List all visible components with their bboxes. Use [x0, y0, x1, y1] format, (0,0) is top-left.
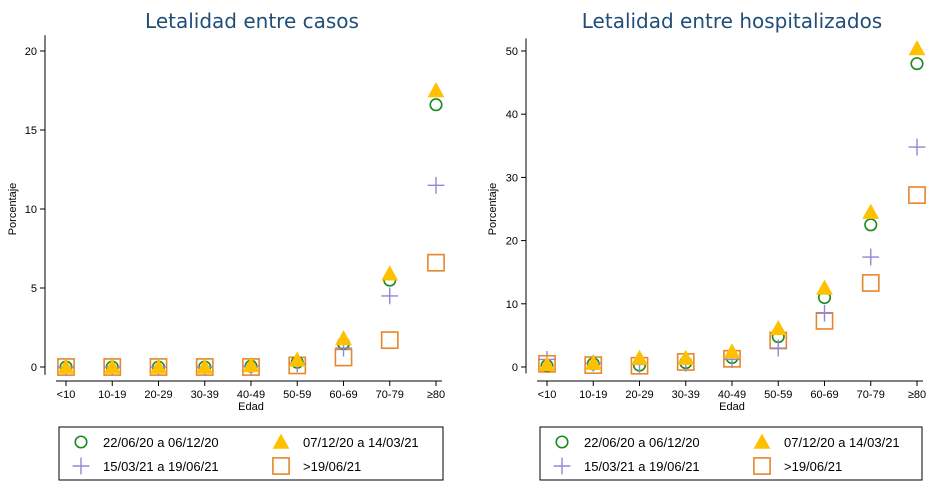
data-point	[538, 356, 556, 372]
x-tick-label: 40-49	[718, 389, 746, 401]
chart-title: Letalidad entre casos	[145, 9, 359, 33]
data-point	[769, 339, 787, 357]
x-tick-label: 60-69	[810, 389, 838, 401]
data-point	[631, 349, 648, 365]
x-tick-label: 70-79	[857, 389, 885, 401]
data-point	[196, 358, 214, 374]
x-tick-label: 10-19	[579, 389, 607, 401]
data-point	[381, 287, 399, 305]
y-tick-label: 10	[506, 299, 518, 311]
y-tick-label: 15	[25, 125, 37, 137]
x-tick-label: 10-19	[98, 389, 126, 401]
y-tick-label: 50	[506, 46, 518, 58]
data-point	[584, 354, 602, 370]
data-point	[288, 351, 306, 367]
data-point	[862, 203, 880, 219]
legend: 22/06/20 a 06/12/20 07/12/20 a 14/03/21 15…	[539, 426, 923, 481]
x-tick-label: ≥80	[908, 389, 926, 401]
x-tick-label: 30-39	[191, 389, 219, 401]
legend-label: 22/06/20 a 06/12/20	[584, 435, 700, 450]
data-point	[427, 176, 445, 194]
series-triangle	[57, 82, 445, 374]
data-point	[908, 186, 926, 204]
data-point	[103, 358, 121, 374]
x-tick-label: 60-69	[329, 389, 357, 401]
chart-title: Letalidad entre hospitalizados	[582, 9, 882, 33]
data-point	[769, 320, 787, 336]
legend-marker	[753, 457, 771, 475]
legend-box	[58, 426, 444, 481]
data-point	[723, 343, 741, 359]
data-point	[816, 279, 833, 295]
data-point	[381, 265, 399, 281]
legend-label: 07/12/20 a 14/03/21	[303, 435, 419, 450]
legend-label: 07/12/20 a 14/03/21	[784, 435, 900, 450]
legend-marker	[553, 457, 571, 475]
legend-label: 22/06/20 a 06/12/20	[103, 435, 219, 450]
legend-box	[539, 426, 923, 481]
data-point	[910, 57, 924, 71]
data-point	[864, 218, 878, 232]
data-point	[677, 349, 695, 365]
legend-label: 15/03/21 a 19/06/21	[103, 459, 219, 474]
data-point	[861, 274, 880, 292]
x-tick-label: <10	[538, 389, 557, 401]
x-axis-label: Edad	[719, 401, 745, 413]
data-point	[816, 304, 833, 322]
legend-marker	[753, 433, 771, 449]
data-point	[150, 358, 167, 374]
x-tick-label: 30-39	[672, 389, 700, 401]
data-point	[427, 82, 445, 98]
legend-marker	[74, 435, 88, 449]
y-tick-label: 40	[506, 109, 518, 121]
x-tick-label: 20-29	[625, 389, 653, 401]
legend-marker	[555, 435, 569, 449]
x-tick-label: ≥80	[427, 389, 445, 401]
legend-label: 15/03/21 a 19/06/21	[584, 459, 700, 474]
data-point	[335, 330, 352, 346]
legend-marker	[272, 433, 290, 449]
y-tick-label: 0	[512, 362, 518, 374]
x-axis-label: Edad	[238, 401, 264, 413]
y-tick-label: 0	[31, 362, 37, 374]
data-point	[429, 98, 443, 112]
data-point	[862, 248, 880, 266]
data-point	[380, 331, 399, 350]
y-tick-label: 5	[31, 283, 37, 295]
y-tick-label: 30	[506, 172, 518, 184]
x-tick-label: 20-29	[144, 389, 172, 401]
legend: 22/06/20 a 06/12/20 07/12/20 a 14/03/21 15…	[58, 426, 444, 481]
x-tick-label: 70-79	[376, 389, 404, 401]
x-tick-label: 40-49	[237, 389, 265, 401]
y-axis-label: Porcentaje	[7, 183, 19, 236]
legend-label: >19/06/21	[303, 459, 361, 474]
legend-marker	[72, 457, 90, 475]
data-point	[427, 253, 445, 272]
data-point	[908, 138, 926, 156]
series-triangle	[538, 40, 926, 372]
x-tick-label: 50-59	[283, 389, 311, 401]
legend-label: >19/06/21	[784, 459, 842, 474]
data-point	[908, 40, 926, 56]
y-tick-label: 10	[25, 204, 37, 216]
series-plus	[538, 138, 926, 373]
chart-panel-2: Letalidad entre hospitalizados 0 10 20 30 40 5…	[487, 9, 926, 481]
data-point	[57, 358, 75, 374]
y-tick-label: 20	[25, 46, 37, 58]
legend-marker	[272, 457, 290, 475]
y-axis-label: Porcentaje	[487, 183, 499, 236]
y-tick-label: 20	[506, 236, 518, 248]
data-point	[242, 357, 260, 373]
x-tick-label: <10	[57, 389, 76, 401]
x-tick-label: 50-59	[764, 389, 792, 401]
chart-panel-1: Letalidad entre casos 0 5 10 15 20 Porcentaje <…	[7, 9, 445, 481]
